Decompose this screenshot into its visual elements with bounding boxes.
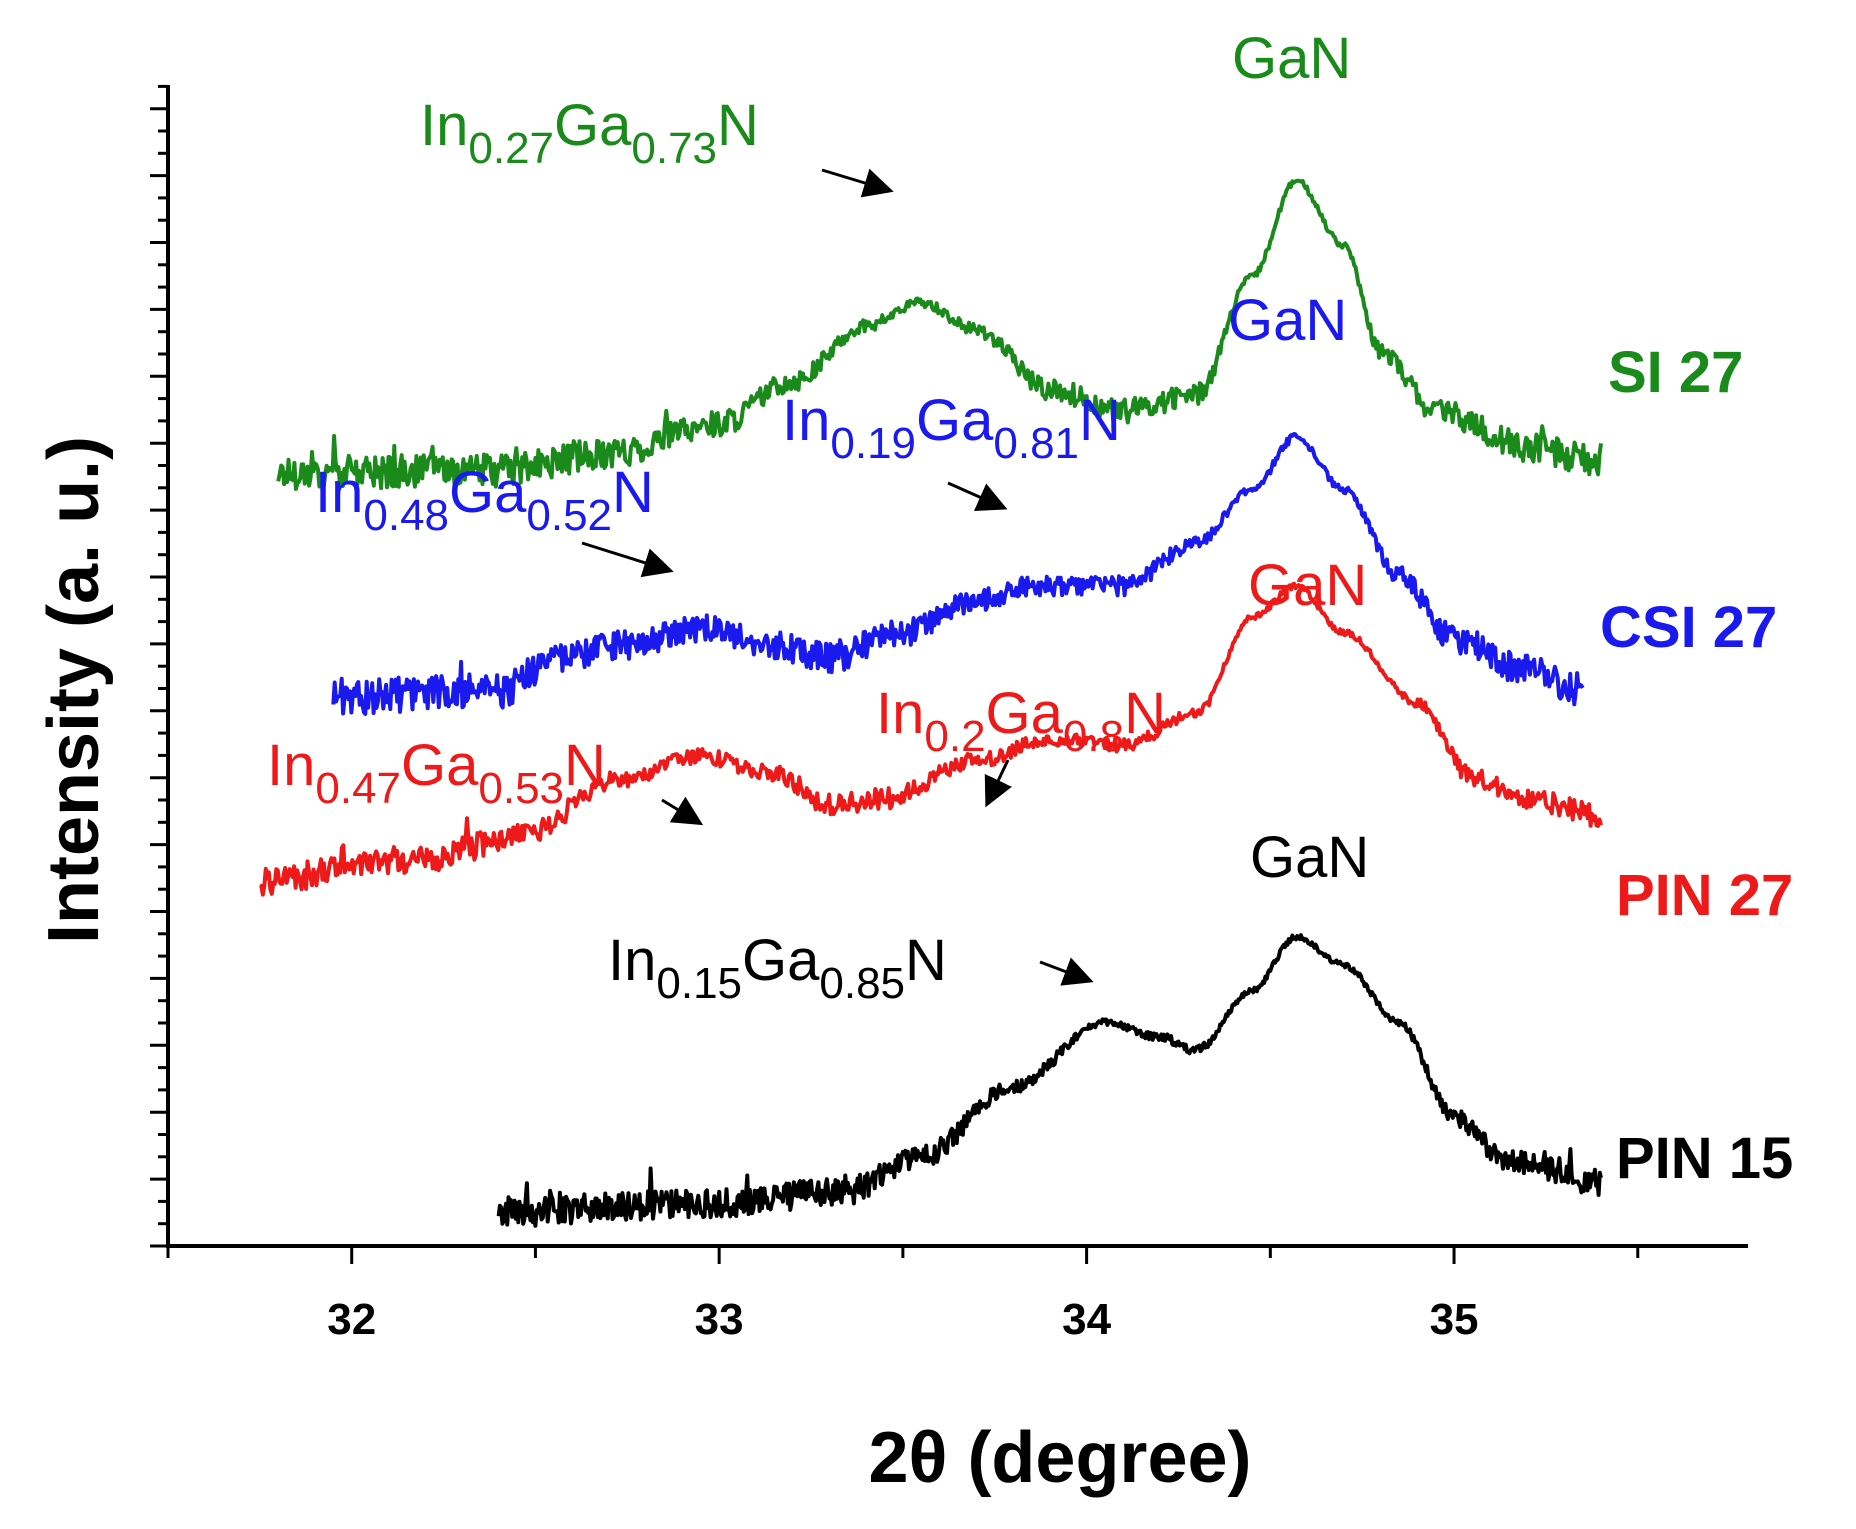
peak-label-pin27-1-a: In <box>876 681 924 746</box>
y-ticks <box>150 84 168 1248</box>
series-line-si27 <box>276 178 1603 491</box>
peak-label-pin15-e: N <box>905 928 947 993</box>
peak-label-si27-a: In <box>420 93 468 158</box>
peak-label-csi27-1-a: In <box>782 388 830 453</box>
peak-label-pin27-2-b: 0.47 <box>315 764 401 813</box>
peak-label-si27-c: Ga <box>554 93 632 158</box>
y-axis-title: Intensity (a. u.) <box>34 436 114 944</box>
arrow-csi27-peak1 <box>947 481 1008 511</box>
peak-label-pin15-a: In <box>608 928 656 993</box>
peak-label-csi27-1-c: Ga <box>916 388 994 453</box>
x-tick-label: 33 <box>695 1295 744 1344</box>
peak-label-si27: In0.27Ga0.73N <box>420 93 759 173</box>
peak-label-pin27-2: In0.47Ga0.53N <box>267 733 606 813</box>
gan-label-csi27: GaN <box>1228 288 1347 353</box>
series-label-csi27: CSI 27 <box>1600 595 1777 660</box>
series-line-pin15 <box>496 933 1603 1228</box>
peak-label-csi27-1-b: 0.19 <box>830 419 916 468</box>
axes: 32 33 34 35 <box>150 84 1748 1344</box>
series-label-pin15: PIN 15 <box>1616 1126 1793 1191</box>
series-line-pin27 <box>259 581 1603 897</box>
peak-label-csi27-1-e: N <box>1079 388 1121 453</box>
peak-label-pin27-1-d: 0.8 <box>1063 712 1124 761</box>
peak-label-csi27-2-d: 0.52 <box>526 491 612 540</box>
x-ticks <box>166 1246 1640 1264</box>
peak-label-pin27-1-c: Ga <box>986 681 1064 746</box>
series-label-pin27: PIN 27 <box>1616 863 1793 928</box>
peak-label-si27-d: 0.73 <box>631 124 717 173</box>
peak-label-csi27-2-a: In <box>315 460 363 525</box>
arrow-si27-peak <box>821 168 894 198</box>
peak-label-pin27-2-c: Ga <box>401 733 479 798</box>
peak-label-pin15-b: 0.15 <box>656 959 742 1008</box>
peak-label-pin27-2-e: N <box>564 733 606 798</box>
peak-label-csi27-2: In0.48Ga0.52N <box>315 460 654 540</box>
x-tick-label: 34 <box>1062 1295 1111 1344</box>
peak-label-pin15: In0.15Ga0.85N <box>608 928 947 1008</box>
peak-label-csi27-2-c: Ga <box>449 460 527 525</box>
arrow-pin15-peak <box>1039 957 1094 986</box>
peak-label-si27-e: N <box>717 93 759 158</box>
x-tick-labels: 32 33 34 35 <box>327 1295 1478 1344</box>
gan-label-si27: GaN <box>1232 26 1351 91</box>
peak-label-csi27-2-e: N <box>612 460 654 525</box>
x-tick-label: 32 <box>327 1295 376 1344</box>
peak-label-si27-b: 0.27 <box>468 124 554 173</box>
peak-label-pin27-1: In0.2Ga0.8N <box>876 681 1166 761</box>
peak-label-pin15-c: Ga <box>742 928 820 993</box>
peak-label-pin15-d: 0.85 <box>819 959 905 1008</box>
series-group <box>259 178 1603 1228</box>
arrow-pin27-peak2 <box>661 796 704 826</box>
peak-label-csi27-1: In0.19Ga0.81N <box>782 388 1121 468</box>
gan-label-pin15: GaN <box>1250 825 1369 890</box>
series-line-csi27 <box>331 432 1585 716</box>
arrow-pin27-peak1 <box>984 759 1012 808</box>
arrow-csi27-peak2 <box>581 541 674 578</box>
gan-label-pin27: GaN <box>1248 553 1367 618</box>
peak-label-csi27-2-b: 0.48 <box>363 491 449 540</box>
peak-label-csi27-1-d: 0.81 <box>993 419 1079 468</box>
series-label-si27: SI 27 <box>1608 340 1743 405</box>
peak-label-pin27-2-a: In <box>267 733 315 798</box>
x-axis-title: 2θ (degree) <box>868 1418 1251 1498</box>
peak-label-pin27-2-d: 0.53 <box>478 764 564 813</box>
x-tick-label: 35 <box>1430 1295 1479 1344</box>
peak-label-pin27-1-e: N <box>1124 681 1166 746</box>
annotation-arrows <box>581 168 1094 986</box>
peak-label-pin27-1-b: 0.2 <box>924 712 985 761</box>
